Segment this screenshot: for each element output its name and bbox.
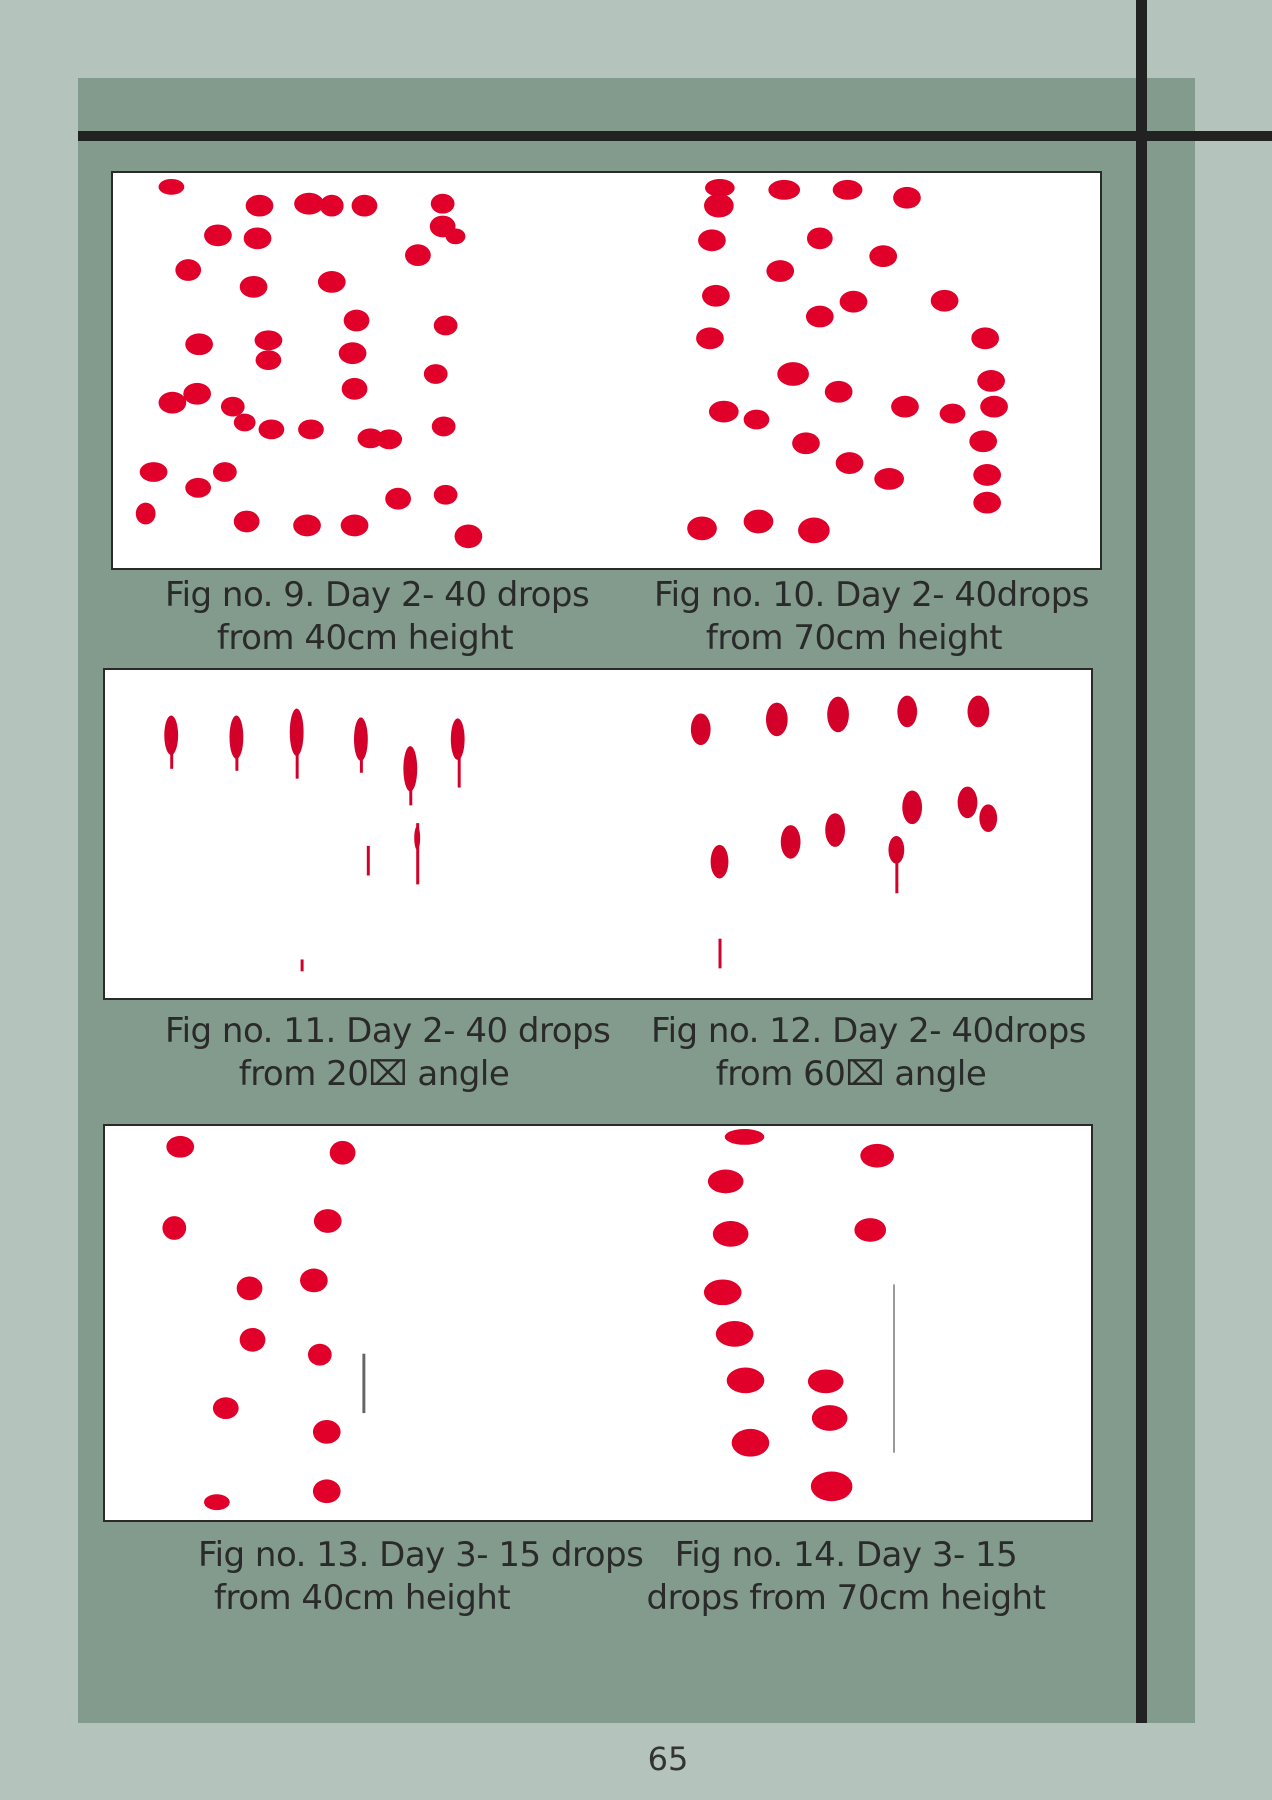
caption-fig-12-line1: Fig no. 12. Day 2- 40drops <box>651 1011 1087 1051</box>
photo-figures-13-14 <box>103 1124 1093 1522</box>
caption-fig-11-line1: Fig no. 11. Day 2- 40 drops <box>165 1011 611 1051</box>
caption-fig-13-line1: Fig no. 13. Day 3- 15 drops <box>198 1535 644 1575</box>
caption-fig-10-line1: Fig no. 10. Day 2- 40drops <box>654 575 1090 615</box>
caption-fig-14: Fig no. 14. Day 3- 15 drops from 70cm he… <box>646 1534 1046 1620</box>
caption-fig-9: Fig no. 9. Day 2- 40 drops from 40cm hei… <box>165 574 590 660</box>
photo-figures-11-12 <box>103 668 1093 1000</box>
photo-figures-9-10 <box>111 171 1102 570</box>
caption-fig-10-line2: from 70cm height <box>705 618 1003 658</box>
blood-drops-image-11-12 <box>164 695 998 972</box>
caption-fig-11-line2: from 20⌧ angle <box>238 1054 510 1094</box>
caption-fig-11: Fig no. 11. Day 2- 40 drops from 20⌧ ang… <box>165 1010 611 1096</box>
horizontal-rule <box>78 131 1272 141</box>
caption-fig-13: Fig no. 13. Day 3- 15 drops from 40cm he… <box>198 1534 644 1620</box>
caption-fig-12: Fig no. 12. Day 2- 40drops from 60⌧ angl… <box>651 1010 1087 1096</box>
caption-fig-9-line1: Fig no. 9. Day 2- 40 drops <box>165 575 590 615</box>
blood-drops-image-9-10 <box>135 178 1008 549</box>
blood-drops-image-13-14 <box>162 1128 895 1511</box>
caption-fig-13-line2: from 40cm height <box>214 1578 511 1618</box>
caption-fig-14-line1: Fig no. 14. Day 3- 15 <box>674 1535 1018 1575</box>
caption-fig-9-line2: from 40cm height <box>216 618 514 658</box>
vertical-rule <box>1136 0 1147 1723</box>
page-number: 65 <box>647 1740 689 1778</box>
caption-fig-14-line2: drops from 70cm height <box>646 1578 1046 1618</box>
caption-fig-10: Fig no. 10. Day 2- 40drops from 70cm hei… <box>654 574 1090 660</box>
caption-fig-12-line2: from 60⌧ angle <box>715 1054 987 1094</box>
